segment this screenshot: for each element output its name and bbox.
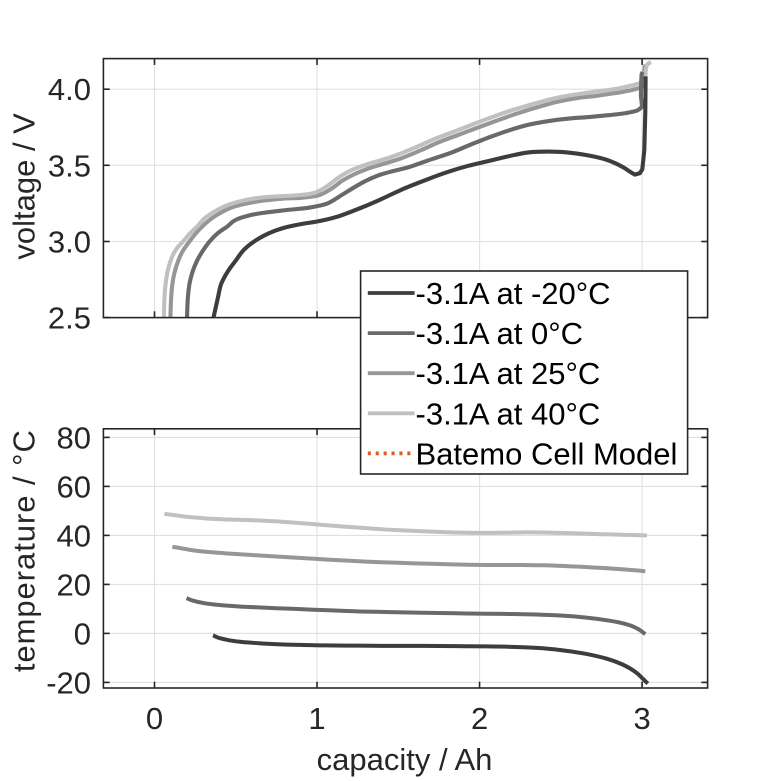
svg-text:3.0: 3.0 [48,225,91,260]
svg-text:3: 3 [633,701,650,736]
svg-text:20: 20 [57,568,91,603]
svg-text:-3.1A at 40°C: -3.1A at 40°C [416,396,601,431]
svg-text:3.5: 3.5 [48,148,91,183]
svg-text:60: 60 [57,470,91,505]
svg-text:0: 0 [146,701,163,736]
svg-text:-3.1A at -20°C: -3.1A at -20°C [416,276,611,311]
svg-text:2: 2 [471,701,488,736]
svg-text:4.0: 4.0 [48,72,91,107]
svg-text:2.5: 2.5 [48,301,91,336]
svg-text:0: 0 [74,617,91,652]
svg-text:-3.1A at 25°C: -3.1A at 25°C [416,356,601,391]
svg-text:80: 80 [57,421,91,456]
svg-text:voltage / V: voltage / V [6,113,41,260]
svg-text:40: 40 [57,519,91,554]
svg-text:1: 1 [308,701,325,736]
svg-text:-3.1A at 0°C: -3.1A at 0°C [416,316,584,351]
svg-text:temperature / °C: temperature / °C [6,429,41,672]
svg-text:capacity / Ah: capacity / Ah [317,742,493,777]
svg-text:Batemo Cell Model: Batemo Cell Model [416,436,678,471]
svg-text:-20: -20 [46,666,91,701]
